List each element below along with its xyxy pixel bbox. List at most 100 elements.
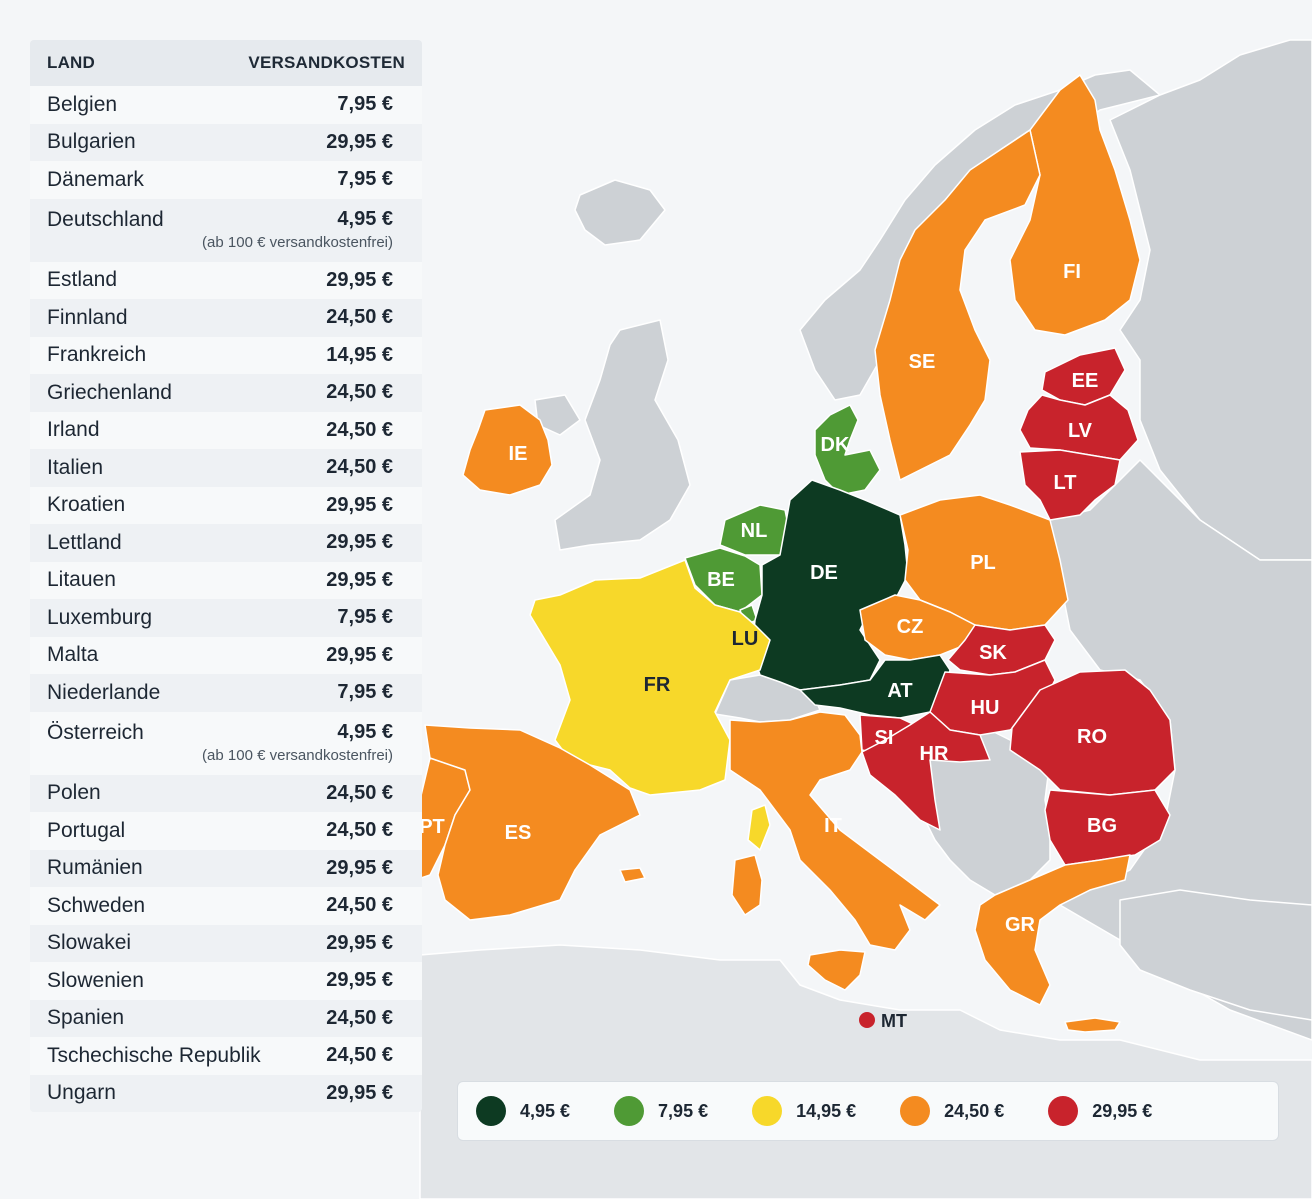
table-row: Litauen 29,95 € xyxy=(30,561,422,599)
shipping-cost: 29,95 € xyxy=(326,643,393,666)
shipping-cost: 7,95 € xyxy=(337,93,393,116)
table-row: Italien 24,50 € xyxy=(30,449,422,487)
shipping-cost: 24,50 € xyxy=(326,781,393,804)
country-name: Bulgarien xyxy=(47,130,136,154)
shipping-cost: 24,50 € xyxy=(326,306,393,329)
shipping-cost: 29,95 € xyxy=(326,493,393,516)
country-name: Estland xyxy=(47,268,118,292)
russia-north-shape xyxy=(1109,39,1312,561)
table-body: Belgien 7,95 € Bulgarien 29,95 € Dänemark 7,9… xyxy=(30,86,422,1112)
country-name: Luxemburg xyxy=(47,605,153,629)
shipping-cost: 4,95 € xyxy=(337,721,393,743)
shipping-cost: 29,95 € xyxy=(326,931,393,954)
legend-label: 14,95 € xyxy=(796,1100,857,1121)
country-name: Polen xyxy=(47,781,101,805)
map-label-fi: FI xyxy=(1063,261,1081,283)
legend-label: 7,95 € xyxy=(658,1100,709,1121)
table-row: Polen 24,50 € xyxy=(30,774,422,812)
country-name: Ungarn xyxy=(47,1081,116,1105)
shipping-cost: 24,50 € xyxy=(326,381,393,404)
bulgaria-shape xyxy=(1044,789,1171,866)
shipping-cost: 24,50 € xyxy=(326,819,393,842)
finland-shape xyxy=(1009,74,1141,336)
header-country: LAND xyxy=(47,53,96,72)
balkans-shape xyxy=(899,729,1051,896)
country-name: Finnland xyxy=(47,305,128,329)
shipping-cost: 29,95 € xyxy=(326,856,393,879)
map-label-cz: CZ xyxy=(897,616,924,638)
table-row: Deutschland 4,95 € (ab 100 € versandkosten… xyxy=(30,198,422,262)
map-label-pl: PL xyxy=(970,552,996,574)
table-row: Rumänien 29,95 € xyxy=(30,849,422,887)
country-name: Slowenien xyxy=(47,968,144,992)
shipping-cost: 29,95 € xyxy=(326,130,393,153)
table-row: Belgien 7,95 € xyxy=(30,86,422,124)
table-row: Estland 29,95 € xyxy=(30,261,422,299)
table-row: Frankreich 14,95 € xyxy=(30,336,422,374)
shipping-cost: 24,50 € xyxy=(326,418,393,441)
country-name: Slowakei xyxy=(47,931,132,955)
shipping-cost: 29,95 € xyxy=(326,1081,393,1104)
balearic-shape xyxy=(619,867,646,883)
sardinia-shape xyxy=(731,854,763,916)
germany-shape xyxy=(751,479,909,691)
map-label-dk: DK xyxy=(821,434,850,456)
legend-item: 29,95 € xyxy=(1048,1096,1152,1126)
table-row: Spanien 24,50 € xyxy=(30,999,422,1037)
shipping-cost: 29,95 € xyxy=(326,268,393,291)
map-label-it: IT xyxy=(824,815,842,837)
map-label-sk: SK xyxy=(979,642,1007,664)
table-row: Ungarn 29,95 € xyxy=(30,1074,422,1112)
country-name: Kroatien xyxy=(47,493,126,517)
legend-swatch xyxy=(1048,1096,1079,1126)
legend-swatch xyxy=(476,1096,506,1126)
legend-label: 24,50 € xyxy=(944,1100,1005,1121)
free-shipping-note: (ab 100 € versandkostenfrei) xyxy=(202,746,393,764)
sicily-shape xyxy=(807,949,866,991)
map-label-at: AT xyxy=(887,680,912,702)
table-row: Finnland 24,50 € xyxy=(30,299,422,337)
country-name: Rumänien xyxy=(47,856,143,880)
malta-marker xyxy=(859,1012,875,1028)
map-label-ee: EE xyxy=(1072,370,1099,392)
shipping-cost: 7,95 € xyxy=(337,168,393,191)
turkey-shape xyxy=(1119,889,1312,1021)
shipping-cost: 29,95 € xyxy=(326,969,393,992)
map-legend: 4,95 € 7,95 € 14,95 € 24,50 € 29,95 € xyxy=(457,1081,1279,1141)
map-label-se: SE xyxy=(909,351,936,373)
table-row: Malta 29,95 € xyxy=(30,636,422,674)
country-name: Tschechische Republik xyxy=(47,1043,261,1067)
country-name: Dänemark xyxy=(47,167,144,191)
legend-label: 4,95 € xyxy=(520,1100,571,1121)
map-label-lu: LU xyxy=(732,628,759,650)
country-name: Österreich xyxy=(47,720,144,744)
shipping-cost: 29,95 € xyxy=(326,568,393,591)
shipping-cost: 24,50 € xyxy=(326,1044,393,1067)
map-label-si: SI xyxy=(875,727,894,749)
italy-shape xyxy=(729,711,941,951)
table-row: Portugal 24,50 € xyxy=(30,812,422,850)
table-header: LAND VERSANDKOSTEN xyxy=(30,40,422,86)
sweden-shape xyxy=(874,129,1041,481)
legend-label: 29,95 € xyxy=(1092,1100,1153,1121)
map-label-ie: IE xyxy=(509,443,528,465)
map-label-fr: FR xyxy=(644,674,671,696)
map-label-hu: HU xyxy=(971,697,1000,719)
legend-swatch xyxy=(900,1096,931,1126)
map-label-pt: PT xyxy=(419,816,445,838)
map-label-es: ES xyxy=(505,822,532,844)
country-name: Niederlande xyxy=(47,680,161,704)
corsica-shape xyxy=(747,804,771,851)
lithuania-shape xyxy=(1019,449,1121,521)
map-label-de: DE xyxy=(810,562,838,584)
uk-shape xyxy=(554,319,691,551)
country-name: Frankreich xyxy=(47,343,147,367)
legend-item: 14,95 € xyxy=(752,1096,856,1126)
country-name: Belgien xyxy=(47,92,118,116)
country-name: Schweden xyxy=(47,893,146,917)
legend-item: 24,50 € xyxy=(900,1096,1004,1126)
table-row: Österreich 4,95 € (ab 100 € versandkostenf… xyxy=(30,711,422,775)
table-row: Tschechische Republik 24,50 € xyxy=(30,1037,422,1075)
table-row: Schweden 24,50 € xyxy=(30,887,422,925)
table-row: Dänemark 7,95 € xyxy=(30,161,422,199)
